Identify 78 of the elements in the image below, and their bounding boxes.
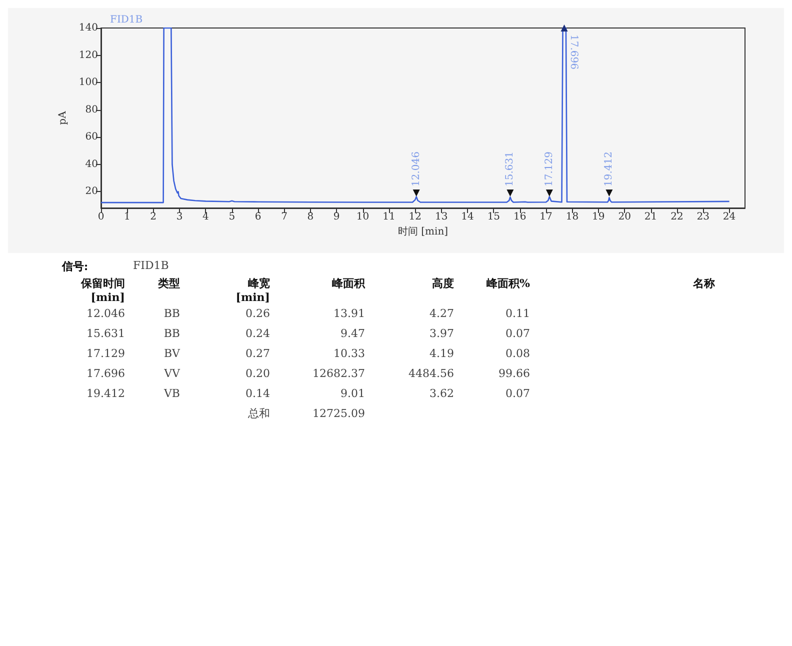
text: BB bbox=[164, 327, 180, 340]
annotation: 17.696 bbox=[568, 34, 579, 70]
text: 0.14 bbox=[246, 387, 270, 400]
y-tick-label: 20 bbox=[85, 186, 98, 198]
x-tick-label: 8 bbox=[307, 212, 314, 222]
text: 0.07 bbox=[506, 327, 530, 340]
x-tick-label: 3 bbox=[176, 212, 183, 222]
x-tick-label: 0 bbox=[98, 212, 104, 222]
text: 0.26 bbox=[246, 307, 270, 320]
text: 4.27 bbox=[430, 307, 454, 320]
x-tick-label: 13 bbox=[434, 212, 448, 222]
y-axis-title: pA bbox=[58, 110, 69, 125]
text: FID1B bbox=[133, 259, 169, 272]
category-label: 峰宽 [min] bbox=[236, 277, 270, 305]
text: 15.631 bbox=[86, 327, 125, 340]
x-axis-title: 时间 [min] bbox=[398, 225, 448, 238]
y-tick-label: 40 bbox=[85, 158, 98, 170]
text: 17.129 bbox=[86, 347, 125, 360]
y-tick-label: 60 bbox=[85, 132, 98, 143]
x-tick-label: 23 bbox=[696, 212, 710, 222]
text: VB bbox=[164, 387, 180, 400]
text: 0.11 bbox=[506, 307, 530, 320]
text: 3.62 bbox=[430, 387, 454, 400]
text: 12.046 bbox=[86, 307, 125, 320]
category-label: 保留时间 [min] bbox=[81, 277, 125, 305]
x-tick-label: 4 bbox=[202, 212, 209, 222]
annotation: 19.412 bbox=[604, 152, 615, 186]
y-tick-label: 80 bbox=[85, 104, 98, 116]
category-label: 高度 bbox=[432, 277, 454, 291]
text: 4484.56 bbox=[408, 367, 454, 380]
x-tick-label: 14 bbox=[461, 212, 474, 222]
x-tick-label: 12 bbox=[408, 212, 422, 222]
text: 12725.09 bbox=[312, 407, 365, 420]
annotation: 17.129 bbox=[544, 152, 555, 186]
text: 10.33 bbox=[334, 347, 365, 360]
x-tick-label: 11 bbox=[382, 212, 396, 222]
text: BV bbox=[164, 347, 180, 360]
text: 0.08 bbox=[506, 347, 530, 360]
category-label: 峰面积% bbox=[486, 277, 530, 291]
y-tick-label: 140 bbox=[78, 22, 98, 34]
y-tick-label: 120 bbox=[78, 50, 98, 61]
text: 0.27 bbox=[246, 347, 270, 360]
y-tick-label: 100 bbox=[78, 77, 98, 88]
text: 4.19 bbox=[430, 347, 454, 360]
x-tick-label: 16 bbox=[513, 212, 526, 222]
text: 9.47 bbox=[340, 327, 365, 340]
text: BB bbox=[164, 307, 180, 320]
x-tick-label: 21 bbox=[644, 212, 658, 222]
text: 0.24 bbox=[246, 327, 270, 340]
x-tick-label: 19 bbox=[592, 212, 605, 222]
category-label: 类型 bbox=[158, 277, 180, 291]
category-label: 峰面积 bbox=[332, 277, 365, 291]
text: 12682.37 bbox=[312, 367, 365, 380]
x-tick-label: 9 bbox=[333, 212, 340, 222]
x-tick-label: 17 bbox=[540, 212, 552, 222]
x-tick-label: 15 bbox=[487, 212, 500, 222]
text: 9.01 bbox=[340, 387, 365, 400]
x-tick-label: 18 bbox=[566, 212, 579, 222]
text: 0.20 bbox=[246, 367, 270, 380]
x-tick-label: 5 bbox=[228, 212, 236, 222]
text: 0.07 bbox=[506, 387, 530, 400]
annotation: 15.631 bbox=[504, 152, 516, 186]
text: 17.696 bbox=[86, 367, 125, 380]
text: 3.97 bbox=[430, 327, 454, 340]
chart-title: FID1B bbox=[110, 14, 143, 26]
text: 总和 bbox=[248, 407, 270, 420]
category-label: 名称 bbox=[693, 277, 715, 291]
text: 13.91 bbox=[334, 307, 365, 320]
x-tick-label: 6 bbox=[254, 212, 262, 222]
text: 99.66 bbox=[498, 367, 530, 380]
x-tick-label: 20 bbox=[618, 212, 631, 222]
x-tick-label: 24 bbox=[722, 212, 736, 222]
text: 信号: bbox=[62, 259, 88, 274]
text: VV bbox=[164, 367, 180, 380]
x-tick-label: 22 bbox=[670, 212, 684, 222]
annotation: 12.046 bbox=[410, 152, 422, 186]
x-tick-label: 10 bbox=[356, 212, 370, 222]
text: 19.412 bbox=[86, 387, 125, 400]
